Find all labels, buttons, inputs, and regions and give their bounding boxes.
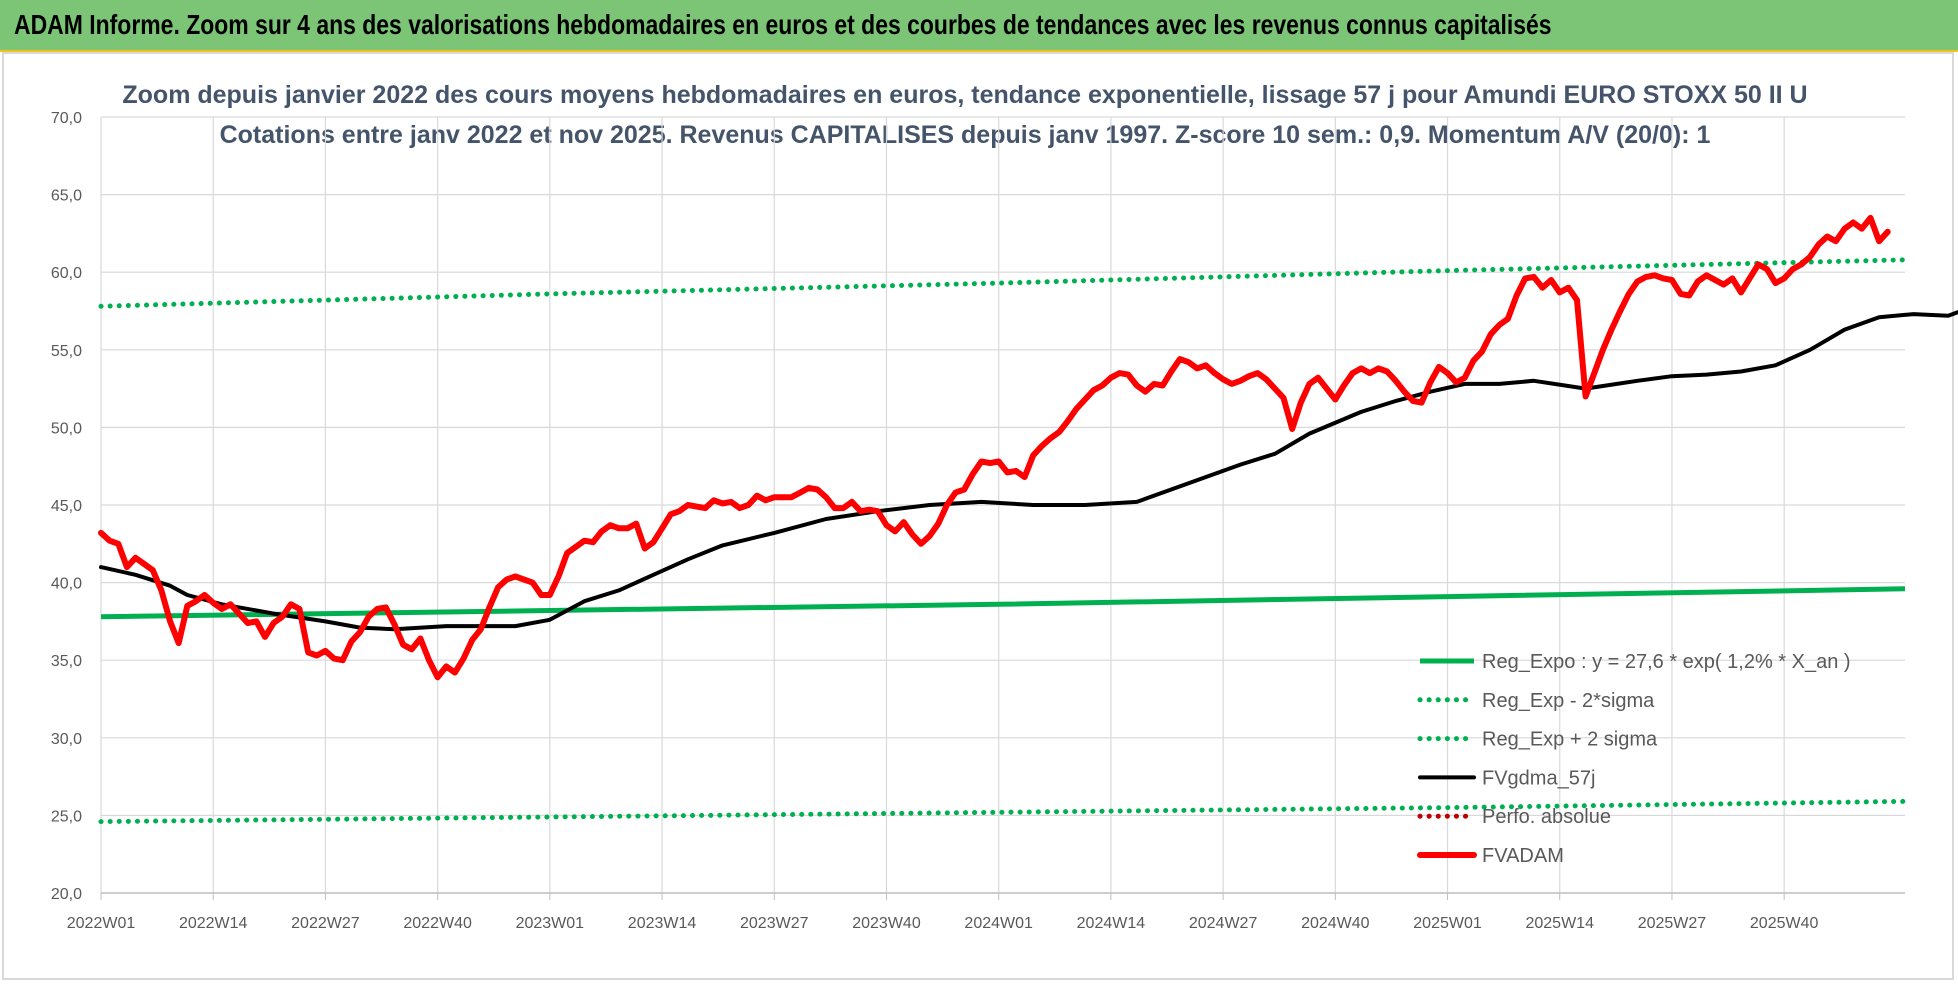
series-line-5	[98, 214, 1891, 681]
y-tick-label: 55,0	[51, 343, 82, 360]
y-tick-label: 65,0	[51, 188, 82, 205]
x-tick-label: 2023W01	[516, 915, 585, 932]
chart-frame	[2, 52, 1954, 980]
legend-label: Reg_Exp + 2 sigma	[1482, 729, 1658, 751]
y-tick-label: 25,0	[51, 808, 82, 825]
y-tick-label: 60,0	[51, 265, 82, 282]
x-tick-label: 2025W27	[1638, 915, 1707, 932]
legend-label: FVADAM	[1482, 845, 1564, 867]
header-banner: ADAM Informe. Zoom sur 4 ans des valoris…	[0, 0, 1958, 52]
y-tick-label: 70,0	[51, 110, 82, 127]
axes: 70,0 65,0 60,0 55,0 50,0 45,0 40,0 35,0 30,0 25,0…	[51, 110, 1905, 932]
x-tick-label: 2025W40	[1750, 915, 1819, 932]
y-tick-label: 50,0	[51, 420, 82, 437]
chart-title: Zoom depuis janvier 2022 des cours moyen…	[122, 81, 1807, 109]
gridlines	[100, 116, 1905, 894]
x-tick-label: 2025W01	[1413, 915, 1482, 932]
x-tick-label: 2023W14	[628, 915, 697, 932]
legend-label: Reg_Exp - 2*sigma	[1482, 690, 1655, 712]
x-tick-label: 2024W40	[1301, 915, 1370, 932]
x-tick-label: 2025W14	[1525, 915, 1594, 932]
x-tick-label: 2022W01	[67, 915, 136, 932]
series-layer	[98, 214, 1958, 825]
y-tick-label: 40,0	[51, 576, 82, 593]
series-line-2	[98, 257, 1908, 309]
chart-subtitle: Cotations entre janv 2022 et nov 2025. R…	[220, 121, 1711, 149]
series-line-3	[99, 310, 1958, 632]
x-tick-label: 2023W40	[852, 915, 921, 932]
legend: Reg_Expo : y = 27,6 * exp( 1,2% * X_an )…	[1417, 651, 1851, 867]
y-tick-label: 45,0	[51, 498, 82, 515]
x-tick-label: 2024W27	[1189, 915, 1258, 932]
x-tick-label: 2022W40	[403, 915, 472, 932]
y-tick-label: 30,0	[51, 731, 82, 748]
legend-label: Reg_Expo : y = 27,6 * exp( 1,2% * X_an )	[1482, 651, 1851, 673]
x-tick-label: 2024W01	[964, 915, 1033, 932]
banner-title: ADAM Informe. Zoom sur 4 ans des valoris…	[14, 9, 1552, 40]
x-tick-label: 2023W27	[740, 915, 809, 932]
y-tick-label: 20,0	[51, 886, 82, 903]
x-tick-label: 2022W27	[291, 915, 360, 932]
series-line-1	[98, 798, 1908, 825]
x-tick-label: 2022W14	[179, 915, 248, 932]
y-tick-label: 35,0	[51, 653, 82, 670]
series-line-0	[100, 586, 1906, 620]
legend-label: FVgdma_57j	[1482, 767, 1595, 789]
legend-label: Perfo. absolue	[1482, 806, 1611, 828]
x-tick-label: 2024W14	[1077, 915, 1146, 932]
